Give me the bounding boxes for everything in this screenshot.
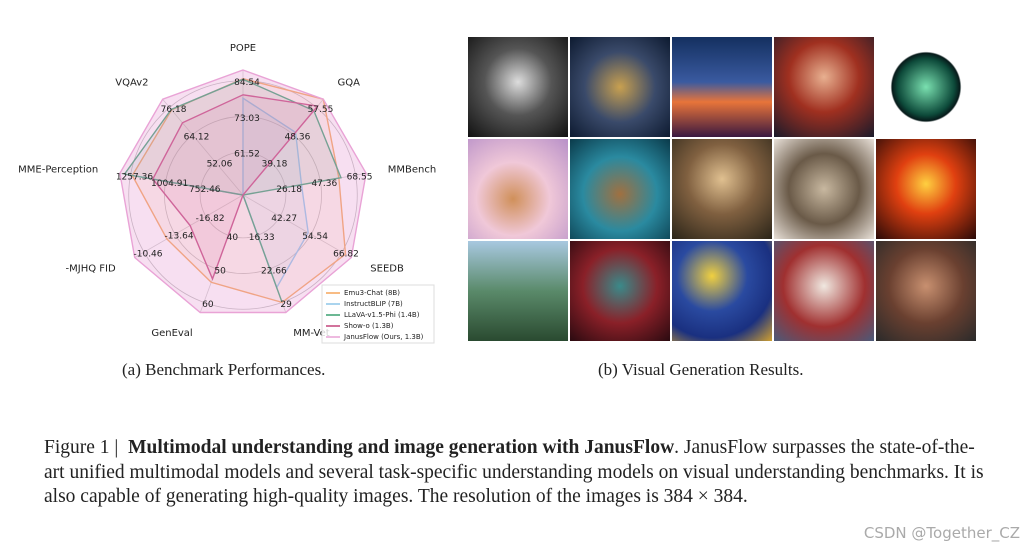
- axis-tick-label: 84.54: [234, 78, 260, 88]
- spoke: [242, 194, 352, 258]
- axis-tick-label: 16.33: [249, 233, 275, 243]
- spoke: [134, 194, 244, 258]
- figure-caption: Figure 1 | Multimodal understanding and …: [44, 436, 994, 510]
- generated-image: [570, 37, 670, 137]
- axis-label: VQAv2: [115, 77, 148, 88]
- axis-tick-label: -16.82: [196, 214, 225, 224]
- figure-body: . JanusFlow surpasses the state-of-the-a…: [44, 437, 984, 507]
- axis-tick-label: -13.64: [165, 232, 194, 242]
- generated-image: [876, 241, 976, 341]
- caption-a: (a) Benchmark Performances.: [122, 360, 326, 379]
- axis-tick-label: 22.66: [261, 266, 287, 276]
- image-grid: [468, 37, 976, 341]
- radar-chart: 61.52 73.03 84.54 POPE 39.18 48.36 57.55 GQA 26.…: [18, 43, 436, 344]
- figure-title: Multimodal understanding and image gener…: [128, 437, 675, 458]
- axis-label: MM-Vet: [293, 328, 329, 339]
- legend-label: Show-o (1.3B): [344, 322, 394, 330]
- series-area: [119, 69, 367, 314]
- axis-tick-label: 76.18: [161, 105, 187, 115]
- axis-tick-label: 64.12: [184, 132, 210, 142]
- axis-tick-label: 60: [202, 300, 214, 310]
- legend-label: LLaVA-v1.5-Phi (1.4B): [344, 311, 420, 319]
- axis-tick-label: 54.54: [302, 232, 328, 242]
- axis-tick-label: -10.46: [134, 250, 163, 260]
- generated-image: [876, 37, 976, 137]
- series-area: [151, 94, 319, 281]
- generated-image: [774, 241, 874, 341]
- axis-label: GenEval: [151, 328, 192, 339]
- generated-image: [468, 139, 568, 239]
- axis-tick-label: 57.55: [308, 105, 334, 115]
- axis-tick-label: 73.03: [234, 114, 260, 124]
- generated-image: [774, 37, 874, 137]
- axis-label: MME-Perception: [18, 164, 98, 175]
- axis-tick-label: 68.55: [347, 173, 373, 183]
- legend-label: JanusFlow (Ours, 1.3B): [343, 333, 424, 341]
- axis-tick-label: 39.18: [262, 160, 288, 170]
- generated-image: [876, 139, 976, 239]
- axis-tick-label: 40: [227, 233, 239, 243]
- generated-image: [570, 241, 670, 341]
- axis-tick-label: 50: [214, 266, 226, 276]
- axis-label: POPE: [230, 43, 256, 54]
- axis-label: -MJHQ FID: [66, 264, 116, 275]
- axis-tick-label: 47.36: [311, 179, 337, 189]
- axis-label: GQA: [337, 77, 360, 88]
- generated-image: [774, 139, 874, 239]
- generated-image: [672, 139, 772, 239]
- legend-box: [321, 284, 435, 344]
- generated-image: [570, 139, 670, 239]
- figure-label: Figure 1 |: [44, 437, 119, 458]
- axis-tick-label: 752.46: [189, 185, 221, 195]
- generated-image: [468, 241, 568, 341]
- watermark: CSDN @Together_CZ: [863, 524, 1020, 542]
- axis-tick-label: 29: [280, 300, 292, 310]
- axis-label: MMBench: [388, 164, 436, 175]
- generated-image: [672, 241, 772, 341]
- axis-tick-label: 48.36: [285, 132, 311, 142]
- axis-tick-label: 61.52: [234, 150, 260, 160]
- axis-tick-label: 42.27: [271, 214, 297, 224]
- axis-tick-label: 1257.36: [116, 173, 153, 183]
- axis-tick-label: 66.82: [333, 250, 359, 260]
- axis-tick-label: 52.06: [207, 160, 233, 170]
- legend-label: InstructBLIP (7B): [344, 300, 403, 308]
- axis-tick-label: 26.18: [276, 185, 302, 195]
- spoke: [162, 98, 244, 196]
- legend-label: Emu3-Chat (8B): [344, 289, 400, 297]
- axis-tick-label: 1004.91: [151, 179, 188, 189]
- generated-image: [672, 37, 772, 137]
- series-area: [123, 78, 342, 303]
- series-area: [131, 77, 347, 304]
- generated-image: [468, 37, 568, 137]
- caption-b: (b) Visual Generation Results.: [598, 360, 804, 379]
- axis-label: SEEDB: [370, 264, 404, 275]
